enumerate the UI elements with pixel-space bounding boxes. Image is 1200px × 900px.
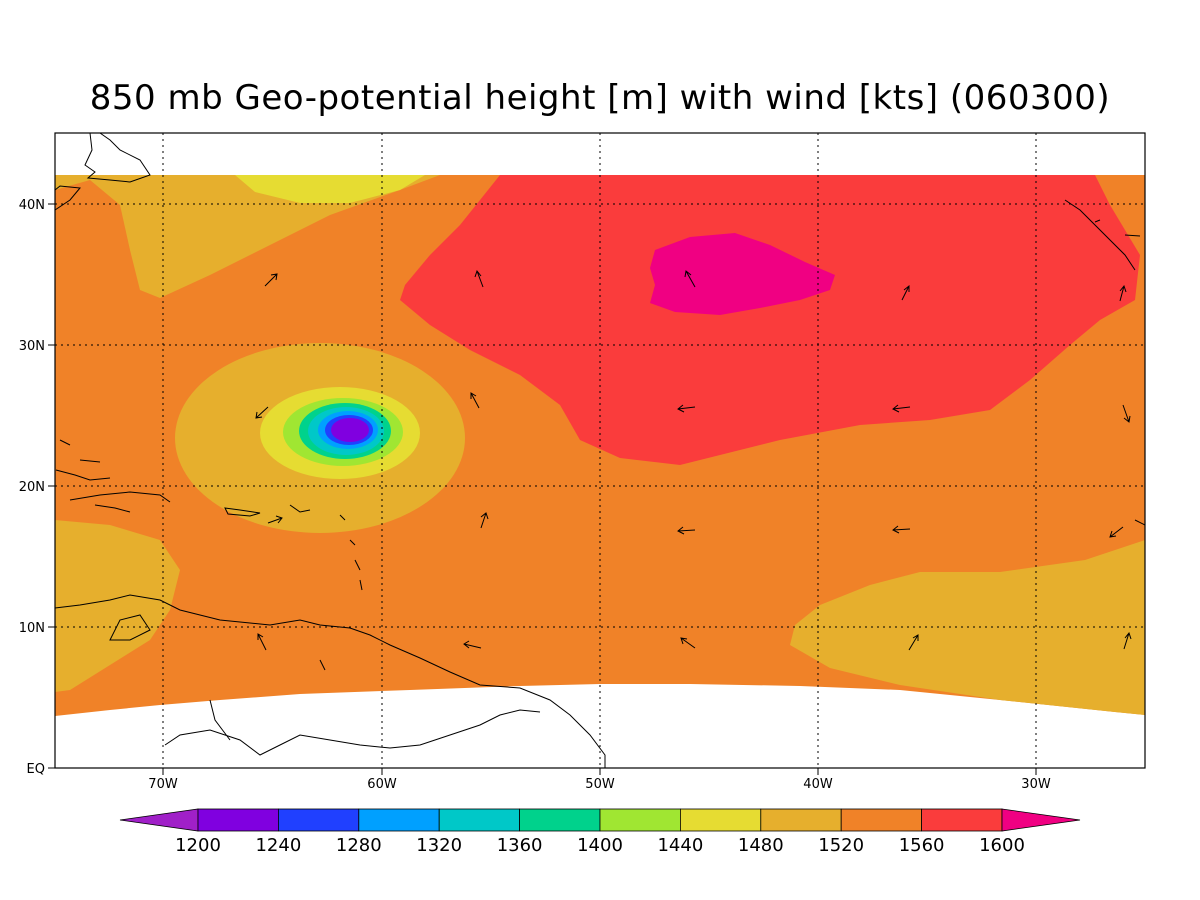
contour-1520-lower-left — [55, 520, 180, 692]
colorbar-swatch — [438, 808, 521, 832]
colorbar-level-label: 1560 — [899, 835, 945, 856]
lon-tick-label: 50W — [585, 777, 615, 792]
colorbar-swatch — [680, 808, 762, 832]
colorbar-level-label: 1480 — [738, 835, 784, 856]
colorbar-level-label: 1280 — [336, 835, 382, 856]
wind-arrow — [480, 512, 489, 529]
lat-tick-label: EQ — [27, 762, 45, 777]
wind-arrow — [677, 404, 696, 413]
wind-arrow — [892, 525, 911, 534]
colorbar-swatch — [519, 808, 601, 832]
wind-arrow — [684, 270, 696, 288]
wind-arrow — [1123, 631, 1132, 650]
colorbar-level-label: 1360 — [497, 835, 543, 856]
contour-1520-upper-left — [55, 175, 440, 298]
grid-lines — [55, 133, 1145, 768]
lon-tick-label: 30W — [1021, 777, 1051, 792]
contour-1640 — [650, 233, 835, 315]
colorbar-level-label: 1320 — [416, 835, 462, 856]
colorbar-swatch — [921, 808, 1003, 832]
lat-tick-label: 30N — [19, 339, 45, 354]
colorbar-swatch — [358, 808, 440, 832]
wind-arrow — [680, 637, 696, 649]
colorbar-level-label: 1400 — [577, 835, 623, 856]
wind-arrow — [1119, 284, 1127, 302]
wind-arrow — [470, 392, 480, 409]
wind-arrow — [474, 269, 484, 288]
wind-arrow — [1109, 526, 1124, 538]
colorbar-swatch — [599, 808, 681, 832]
colorbar-swatch — [840, 808, 923, 832]
contour-1480-top — [235, 175, 425, 203]
colorbar-level-label: 1600 — [979, 835, 1025, 856]
wind-arrow — [257, 633, 267, 651]
coastline-east-atlantic — [1064, 199, 1146, 526]
contour-1600 — [400, 175, 1140, 465]
lat-tick-label: 20N — [19, 480, 45, 495]
coastlines — [54, 132, 1146, 768]
axis-ticks — [48, 203, 1037, 775]
wind-arrow — [901, 284, 910, 301]
colorbar-swatch — [760, 808, 842, 832]
coastline-south-america — [54, 594, 606, 768]
lat-tick-label: 40N — [19, 198, 45, 213]
lon-tick-label: 60W — [367, 777, 397, 792]
wind-arrow — [908, 634, 919, 651]
colorbar-level-label: 1240 — [255, 835, 301, 856]
wind-arrow — [892, 404, 911, 413]
wind-vectors — [255, 269, 1132, 651]
wind-arrow — [677, 526, 696, 535]
wind-arrow — [463, 640, 482, 649]
colorbar-swatch — [197, 808, 279, 832]
coastline-caribbean-islands — [55, 439, 363, 591]
wind-arrow — [264, 273, 278, 287]
colorbar-swatch — [277, 808, 360, 832]
colorbar: 1200 1240 1280 1320 1360 1400 1440 1480 1520 1560… — [119, 808, 1081, 856]
coastline-north-america — [54, 132, 151, 211]
colorbar-under-arrow — [119, 808, 199, 832]
wind-arrow — [267, 515, 283, 524]
lat-tick-label: 10N — [19, 621, 45, 636]
wind-arrow — [255, 406, 269, 419]
colorbar-level-label: 1200 — [175, 835, 221, 856]
map-title: 850 mb Geo-potential height [m] with win… — [89, 78, 1111, 118]
colorbar-over-arrow — [1001, 808, 1081, 832]
wind-arrow — [1122, 404, 1131, 423]
lon-tick-label: 40W — [803, 777, 833, 792]
contour-1240-low — [331, 418, 369, 442]
colorbar-level-label: 1520 — [818, 835, 864, 856]
colorbar-level-label: 1440 — [657, 835, 703, 856]
lon-tick-label: 70W — [148, 777, 178, 792]
